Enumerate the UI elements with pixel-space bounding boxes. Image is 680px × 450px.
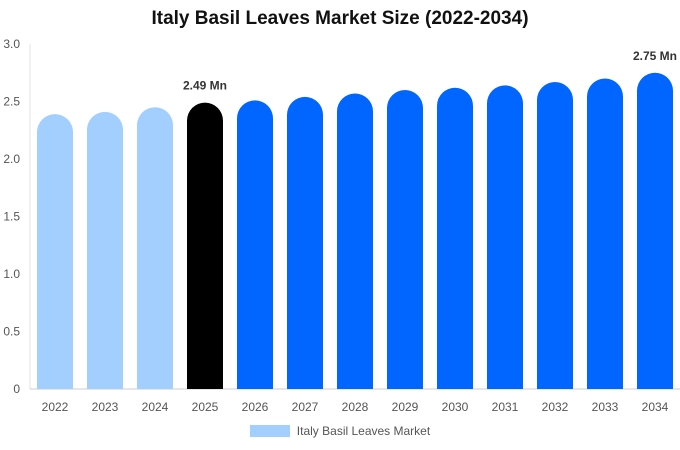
y-tick-label: 0	[13, 382, 20, 396]
bar-2025	[187, 102, 223, 390]
x-tick-label: 2032	[542, 400, 569, 414]
x-tick-label: 2034	[642, 400, 669, 414]
x-tick-label: 2022	[42, 400, 69, 414]
bar-2022	[37, 114, 73, 389]
x-tick-label: 2023	[92, 400, 119, 414]
data-label-2034: 2.75 Mn	[633, 49, 677, 63]
x-tick-label: 2026	[242, 400, 269, 414]
y-tick-label: 3.0	[3, 37, 20, 51]
bar-2031	[487, 85, 523, 390]
bar-2030	[437, 87, 473, 389]
legend-label: Italy Basil Leaves Market	[296, 424, 431, 438]
y-tick-label: 1.0	[3, 267, 20, 281]
y-tick-label: 2.5	[3, 95, 20, 109]
bar-2027	[287, 96, 323, 389]
x-tick-label: 2028	[342, 400, 369, 414]
x-tick-label: 2030	[442, 400, 469, 414]
y-tick-label: 2.0	[3, 152, 20, 166]
bar-2032	[537, 81, 573, 389]
x-tick-label: 2029	[392, 400, 419, 414]
x-tick-label: 2031	[492, 400, 519, 414]
y-tick-label: 1.5	[3, 210, 20, 224]
x-tick-label: 2024	[142, 400, 169, 414]
bar-2024	[137, 107, 173, 389]
bar-2033	[587, 78, 623, 389]
chart-legend[interactable]: Italy Basil Leaves Market	[0, 424, 680, 438]
y-tick-label: 0.5	[3, 325, 20, 339]
bar-2029	[387, 90, 423, 389]
chart-title: Italy Basil Leaves Market Size (2022-203…	[151, 8, 529, 29]
x-tick-label: 2033	[592, 400, 619, 414]
bar-2026	[237, 100, 273, 389]
x-tick-label: 2027	[292, 400, 319, 414]
data-label-2025: 2.49 Mn	[183, 79, 227, 93]
legend-swatch	[249, 425, 290, 437]
bar-2034	[637, 72, 673, 389]
x-tick-label: 2025	[192, 400, 219, 414]
bar-2028	[337, 93, 373, 389]
bar-2023	[87, 111, 123, 389]
